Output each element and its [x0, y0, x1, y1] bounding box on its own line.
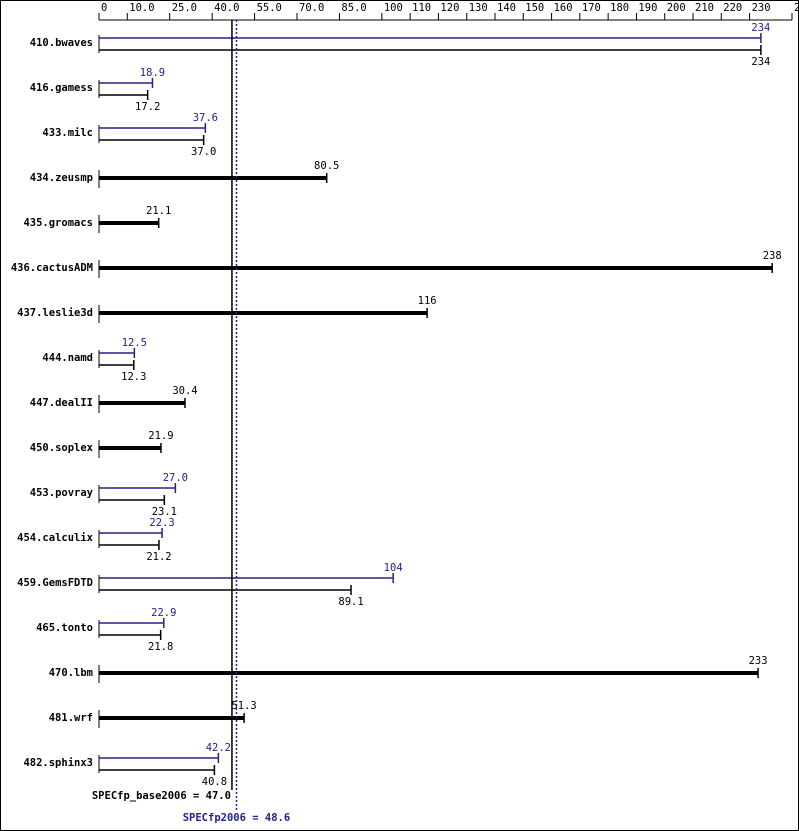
value-label: 104 — [384, 562, 403, 574]
x-tick-label: 130 — [469, 2, 488, 14]
category-label: 434.zeusmp — [30, 172, 93, 184]
x-tick-label: 180 — [610, 2, 629, 14]
x-tick-label: 200 — [667, 2, 686, 14]
value-label: 116 — [418, 295, 437, 307]
value-label: 21.2 — [146, 551, 171, 563]
category-label: 454.calculix — [17, 532, 94, 544]
value-label: 21.8 — [148, 641, 173, 653]
value-label: 40.8 — [202, 776, 227, 788]
category-label: 410.bwaves — [30, 37, 93, 49]
value-label: 22.3 — [149, 517, 174, 529]
category-label: 481.wrf — [49, 712, 93, 724]
value-label: 89.1 — [338, 596, 363, 608]
value-label: 22.9 — [151, 607, 176, 619]
category-label: 444.namd — [42, 352, 93, 364]
value-label: 17.2 — [135, 101, 160, 113]
value-label: 234 — [751, 22, 770, 34]
value-label: 37.6 — [193, 112, 218, 124]
value-label: 12.3 — [121, 371, 146, 383]
category-label: 433.milc — [42, 127, 93, 139]
x-tick-label: 140 — [497, 2, 516, 14]
category-label: 459.GemsFDTD — [17, 577, 93, 589]
value-label: 21.9 — [148, 430, 173, 442]
value-label: 80.5 — [314, 160, 339, 172]
category-label: 416.gamess — [30, 82, 93, 94]
x-tick-label: 120 — [440, 2, 459, 14]
category-label: 465.tonto — [36, 622, 93, 634]
x-tick-label: 55.0 — [257, 2, 282, 14]
category-label: 470.lbm — [49, 667, 93, 679]
value-label: 23.1 — [152, 506, 177, 518]
category-label: 435.gromacs — [23, 217, 93, 229]
category-label: 436.cactusADM — [11, 262, 93, 274]
value-label: 18.9 — [140, 67, 165, 79]
value-label: 238 — [763, 250, 782, 262]
x-tick-label: 190 — [638, 2, 657, 14]
value-label: 21.1 — [146, 205, 171, 217]
value-label: 30.4 — [172, 385, 197, 397]
x-tick-label: 85.0 — [341, 2, 366, 14]
value-label: 51.3 — [231, 700, 256, 712]
category-label: 482.sphinx3 — [23, 757, 93, 769]
x-tick-label: 110 — [412, 2, 431, 14]
x-tick-label: 40.0 — [214, 2, 239, 14]
x-tick-label: 100 — [384, 2, 403, 14]
reference-label: SPECfp2006 = 48.6 — [183, 812, 290, 824]
x-tick-label: 0 — [101, 2, 107, 14]
category-label: 437.leslie3d — [17, 307, 93, 319]
category-label: 453.povray — [30, 487, 94, 499]
value-label: 12.5 — [122, 337, 147, 349]
x-tick-label: 150 — [525, 2, 544, 14]
x-tick-label: 170 — [582, 2, 601, 14]
x-tick-label: 70.0 — [299, 2, 324, 14]
x-tick-label: 220 — [723, 2, 742, 14]
category-label: 447.dealII — [30, 397, 93, 409]
x-tick-label: 10.0 — [129, 2, 154, 14]
value-label: 27.0 — [163, 472, 188, 484]
value-label: 233 — [749, 655, 768, 667]
category-label: 450.soplex — [30, 442, 94, 454]
x-tick-label: 230 — [752, 2, 771, 14]
x-tick-label: 160 — [554, 2, 573, 14]
value-label: 234 — [751, 56, 770, 68]
value-label: 37.0 — [191, 146, 216, 158]
reference-label: SPECfp_base2006 = 47.0 — [92, 790, 231, 802]
x-tick-label: 245 — [794, 2, 799, 14]
x-tick-label: 25.0 — [172, 2, 197, 14]
x-tick-label: 210 — [695, 2, 714, 14]
value-label: 42.2 — [206, 742, 231, 754]
